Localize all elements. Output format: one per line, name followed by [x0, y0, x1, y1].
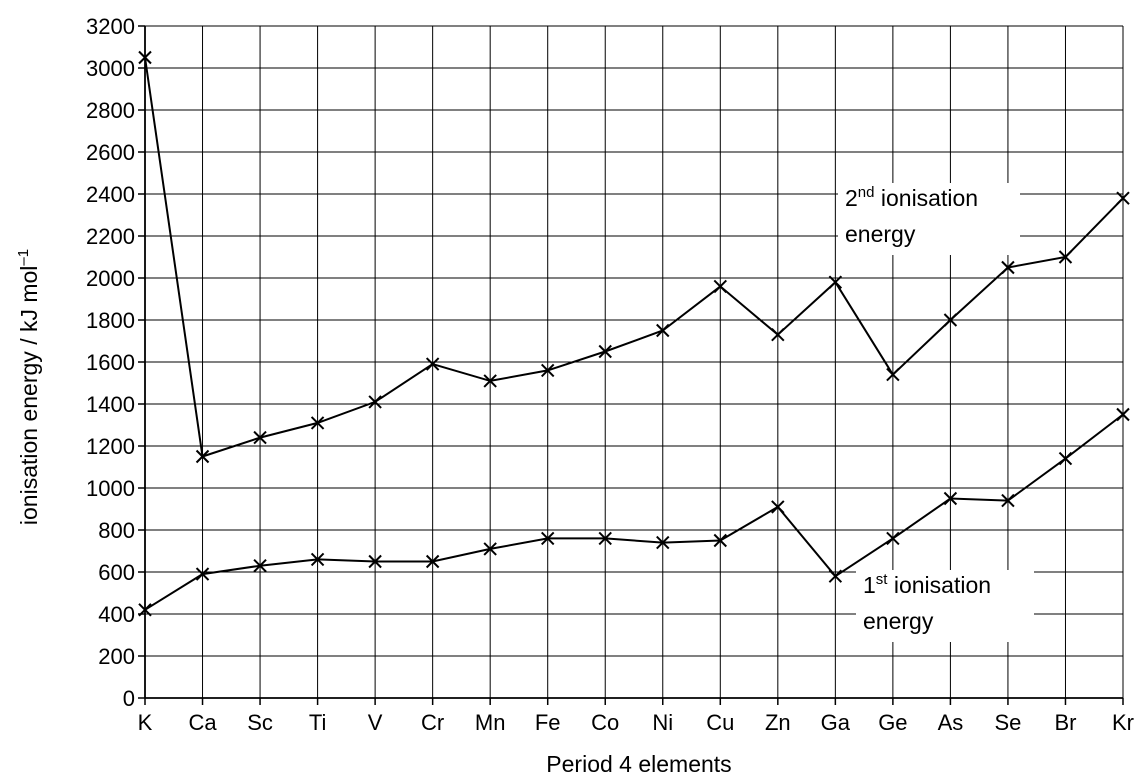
x-tick-label: Ca: [188, 710, 217, 735]
data-point: [771, 327, 785, 342]
y-tick-label: 2600: [86, 140, 135, 165]
series-line-1: [144, 57, 1124, 458]
y-tick-label: 2200: [86, 224, 135, 249]
series-label-line2: energy: [845, 221, 916, 247]
x-tick-label: Ge: [878, 710, 907, 735]
y-tick-labels: 0 200 400 600 800 1000 1200 1400 1600 1800 2000 220…: [86, 14, 135, 711]
data-point: [656, 323, 670, 338]
x-tick-label: Br: [1054, 710, 1076, 735]
series-label-1: 2nd ionisation energy: [838, 183, 1020, 255]
y-axis-label: ionisation energy / kJ mol–1: [15, 249, 42, 525]
series-label-line1: 1st ionisation: [863, 571, 991, 598]
x-tick-label: Cu: [706, 710, 734, 735]
data-point: [540, 531, 555, 546]
data-point: [713, 279, 728, 294]
data-point: [1058, 451, 1073, 466]
data-point: [310, 552, 325, 567]
y-axis-label-main: ionisation energy / kJ mol: [16, 266, 42, 526]
y-tick-label: 200: [98, 644, 135, 669]
data-point: [195, 449, 210, 464]
y-tick-label: 0: [123, 686, 135, 711]
data-point: [713, 533, 728, 548]
series-line-2: [144, 413, 1124, 611]
data-point: [656, 535, 670, 550]
data-point: [1001, 260, 1015, 275]
data-point: [1116, 407, 1130, 422]
data-point: [886, 367, 900, 382]
x-tick-label: Sc: [247, 710, 273, 735]
data-point: [828, 275, 843, 289]
x-tick-label: Se: [994, 710, 1021, 735]
x-tick-label: Kr: [1112, 710, 1134, 735]
y-tick-label: 1000: [86, 476, 135, 501]
y-tick-label: 1400: [86, 392, 135, 417]
data-point: [598, 344, 612, 359]
data-point: [1001, 493, 1015, 508]
y-tick-label: 2400: [86, 182, 135, 207]
x-axis-label: Period 4 elements: [546, 751, 731, 777]
y-tick-label: 2000: [86, 266, 135, 291]
data-point: [943, 491, 958, 506]
x-tick-label: Co: [591, 710, 619, 735]
y-tick-label: 2800: [86, 98, 135, 123]
y-tick-label: 3200: [86, 14, 135, 39]
data-point: [425, 554, 440, 569]
data-point: [425, 357, 440, 371]
series-label-line1: 2nd ionisation: [845, 184, 978, 211]
y-tick-label: 1200: [86, 434, 135, 459]
series-label-bg: [856, 570, 1034, 642]
axes: [138, 25, 1124, 705]
data-point: [253, 558, 267, 573]
x-tick-label: Mn: [475, 710, 506, 735]
x-tick-label: V: [368, 710, 383, 735]
data-point: [1116, 191, 1130, 205]
series-label-line2: energy: [863, 608, 934, 634]
x-tick-label: K: [138, 710, 153, 735]
data-point: [483, 374, 497, 388]
data-point: [943, 313, 958, 327]
y-tick-label: 1600: [86, 350, 135, 375]
x-tick-label: Fe: [535, 710, 561, 735]
series-label-2: 1st ionisation energy: [856, 570, 1034, 642]
data-point: [598, 531, 612, 546]
x-tick-label: Ti: [309, 710, 327, 735]
data-point: [483, 542, 497, 556]
x-tick-label: Zn: [765, 710, 791, 735]
series-label-bg: [838, 183, 1020, 255]
x-tick-labels: K Ca Sc Ti V Cr Mn Fe Co Ni Cu Zn Ga Ge As Se Br Kr: [138, 710, 1134, 735]
data-point: [138, 603, 152, 617]
y-axis-label-superscript: –1: [15, 249, 32, 266]
x-tick-label: Ga: [821, 710, 851, 735]
y-tick-label: 800: [98, 518, 135, 543]
data-point: [771, 500, 785, 514]
x-tick-label: Cr: [421, 710, 444, 735]
y-tick-label: 400: [98, 602, 135, 627]
data-point: [1058, 250, 1073, 264]
data-point: [368, 395, 382, 409]
y-tick-label: 600: [98, 560, 135, 585]
x-tick-label: As: [938, 710, 964, 735]
data-point: [886, 531, 900, 546]
data-point: [195, 567, 210, 581]
y-tick-label: 3000: [86, 56, 135, 81]
data-point: [310, 416, 325, 430]
data-point: [828, 569, 843, 583]
data-point: [138, 50, 152, 65]
y-tick-label: 1800: [86, 308, 135, 333]
data-point: [368, 554, 382, 569]
series: [138, 50, 1130, 617]
annotations: 2nd ionisation energy 1st ionisation energy: [838, 183, 1034, 642]
x-tick-label: Ni: [652, 710, 673, 735]
data-point: [253, 430, 267, 445]
data-point: [540, 363, 555, 378]
